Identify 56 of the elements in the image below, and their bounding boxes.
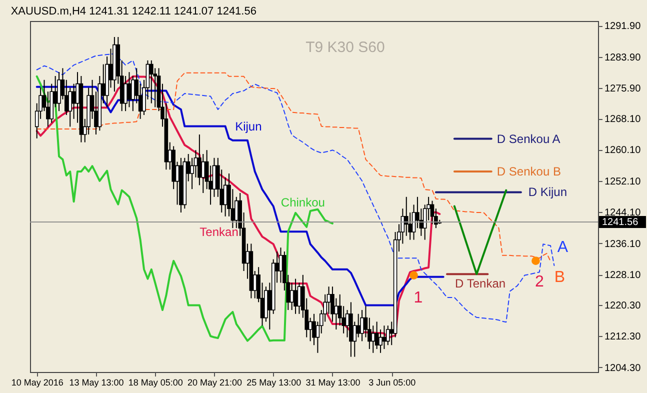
candlestick [150, 60, 154, 104]
candlestick [201, 153, 206, 194]
candlestick [430, 200, 434, 225]
y-tick-label: 1204.30 [604, 362, 642, 374]
candlestick [297, 282, 302, 314]
y-tick-label: 1244.10 [604, 208, 642, 219]
line-series [453, 189, 508, 276]
x-tick-label: 31 May 13:00 [306, 378, 360, 388]
y-tick-label: 1291.90 [604, 21, 642, 32]
candlestick [356, 313, 360, 338]
x-tick-label: 3 Jun 05:00 [368, 378, 416, 388]
ref-line-label: 1241.56 [602, 217, 639, 228]
candlestick [72, 83, 76, 120]
candlestick [345, 309, 350, 338]
candlestick [290, 282, 294, 310]
series-label: D Kijun [528, 185, 568, 200]
candlestick [57, 72, 61, 112]
y-tick-label: 1283.90 [604, 52, 642, 64]
series-label: B [554, 268, 566, 286]
series-label: Tenkan [200, 224, 238, 239]
candlestick [382, 325, 386, 350]
series-label: Chinkou [280, 196, 325, 210]
y-tick-label: 1212.30 [604, 332, 642, 343]
y-tick-label: 1228.10 [604, 270, 642, 281]
annotation: 2 [534, 274, 544, 291]
y-tick-label: 1252.10 [604, 176, 642, 188]
chart-title: XAUUSD.m,H4 1241.31 1242.11 1241.07 1241.56 [10, 6, 256, 18]
annotation: 1 [414, 290, 423, 307]
series-label: Kijun [235, 119, 262, 134]
candlestick [371, 325, 376, 354]
x-tick-label: 20 May 21:00 [187, 378, 242, 388]
series-label: D Tenkan [455, 276, 506, 290]
y-tick-label: 1236.10 [604, 238, 642, 250]
y-tick-label: 1220.30 [604, 300, 642, 312]
candlestick [404, 196, 408, 236]
candlestick [124, 75, 128, 112]
candlestick [386, 325, 390, 346]
candlestick [378, 328, 382, 354]
y-tick-label: 1268.10 [604, 114, 642, 125]
candlestick [294, 278, 298, 314]
x-tick-label: 25 May 13:00 [246, 378, 302, 388]
x-tick-label: 13 May 13:00 [69, 378, 124, 388]
series-label: D Senkou B [496, 164, 561, 179]
y-tick-label: 1260.10 [604, 145, 642, 156]
y-tick-label: 1275.90 [604, 84, 642, 95]
x-tick-label: 10 May 2016 [11, 378, 64, 388]
line-series [36, 75, 334, 342]
candlestick [374, 321, 379, 350]
candlestick [334, 298, 338, 330]
candlestick [360, 309, 364, 342]
annotation: T9 K30 S60 [306, 39, 385, 56]
x-tick-label: 18 May 05:00 [128, 378, 183, 388]
series-label: A [557, 238, 568, 256]
candlestick [278, 247, 283, 284]
candlestick [127, 72, 132, 108]
series-label: D Senkou A [496, 132, 560, 146]
